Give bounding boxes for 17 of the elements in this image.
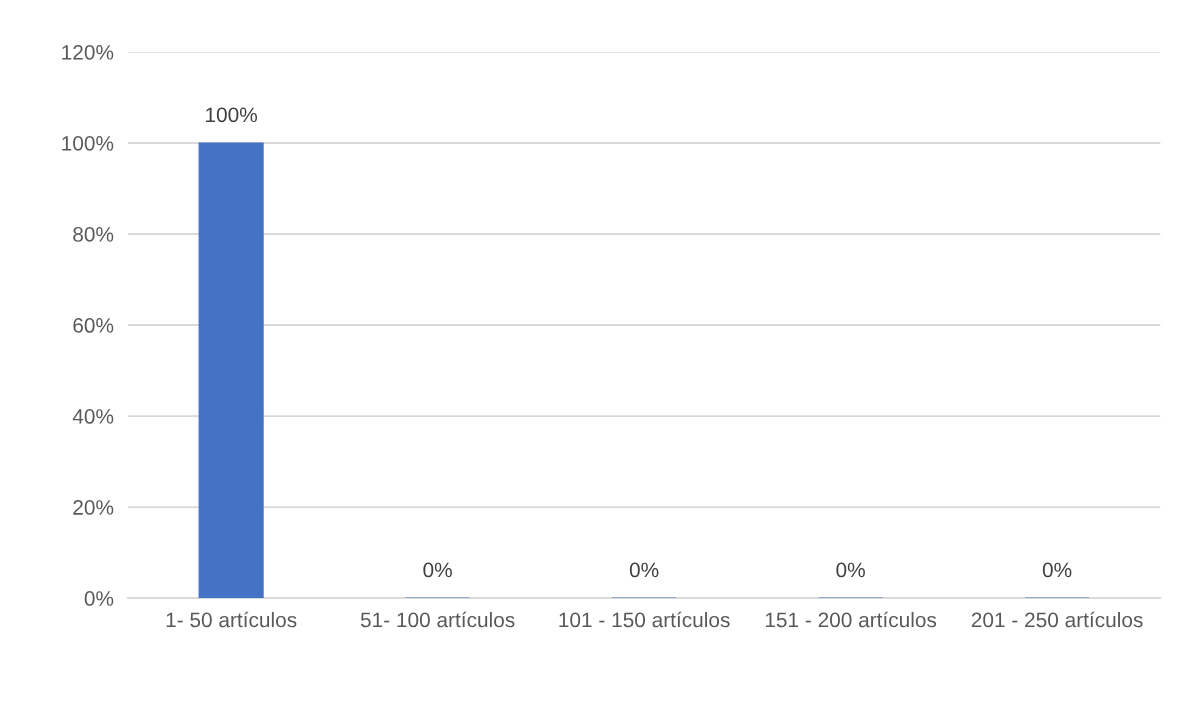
y-tick-label: 20% xyxy=(73,500,114,515)
y-tick-label: 0% xyxy=(84,591,114,606)
data-label: 0% xyxy=(836,562,865,578)
x-tick-label: 101 - 150 artículos xyxy=(559,611,730,628)
y-tick-label: 60% xyxy=(73,318,114,333)
y-tick-label: 120% xyxy=(62,44,114,60)
x-tick-label: 151 - 200 artículos xyxy=(765,611,937,628)
y-tick-label: 40% xyxy=(72,409,114,424)
y-tick-label: 100% xyxy=(62,135,114,151)
data-label: 100% xyxy=(206,107,258,123)
x-tick-label: 51- 100 artículos xyxy=(360,611,515,628)
data-label: 0% xyxy=(1042,562,1072,578)
data-label: 0% xyxy=(629,562,659,578)
x-tick-label: 1- 50 artículos xyxy=(166,611,297,628)
x-tick-label: 201 - 250 artículos xyxy=(971,611,1143,628)
data-label: 0% xyxy=(423,562,452,578)
y-tick-label: 80% xyxy=(73,227,114,242)
